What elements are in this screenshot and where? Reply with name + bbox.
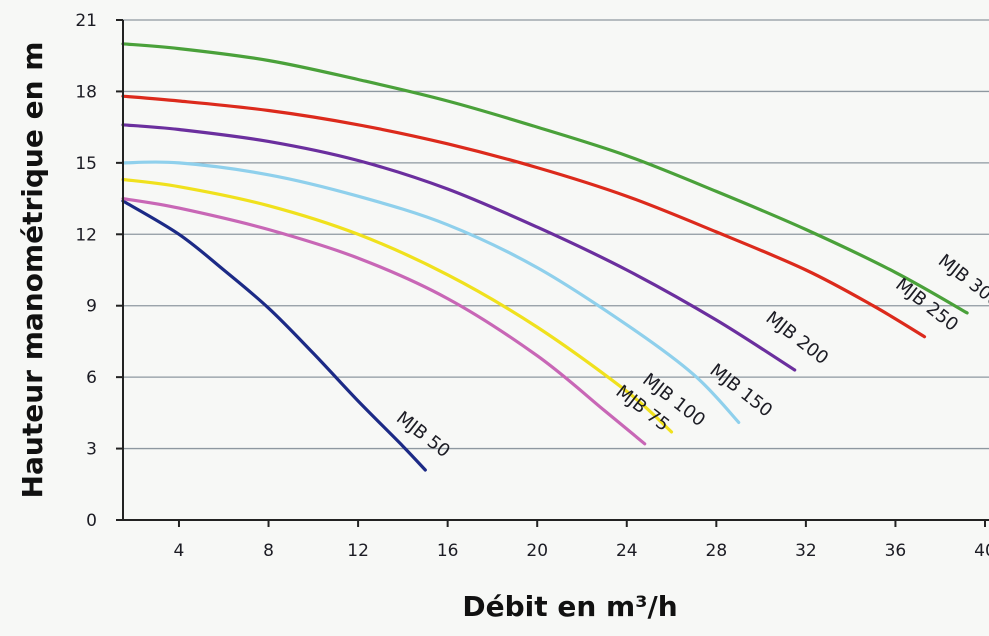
y-tick-label: 3 — [86, 440, 97, 460]
series-line-mjb-300 — [121, 42, 969, 315]
x-tick-label: 8 — [263, 541, 274, 561]
series-label: MJB 50 — [392, 407, 454, 462]
x-tick-label: 24 — [616, 541, 638, 561]
x-tick-labels: 4 8 12 16 20 24 28 32 36 40 — [174, 520, 989, 561]
series-line-mjb-100 — [121, 177, 674, 434]
x-tick-label: 16 — [437, 541, 459, 561]
curves-layer — [121, 42, 969, 472]
y-tick-label: 15 — [75, 154, 97, 174]
series-line-mjb-50 — [121, 199, 427, 472]
x-tick-label: 12 — [347, 541, 369, 561]
x-tick-label: 28 — [706, 541, 728, 561]
y-tick-label: 6 — [86, 368, 97, 388]
x-tick-label: 32 — [795, 541, 817, 561]
series-label: MJB 150 — [706, 360, 777, 422]
x-axis-title: Débit en m³/h — [462, 590, 677, 623]
series-line-mjb-250 — [121, 94, 927, 339]
x-tick-label: 4 — [174, 541, 185, 561]
y-tick-label: 0 — [86, 511, 97, 531]
y-tick-label: 21 — [75, 11, 97, 31]
x-tick-label: 36 — [885, 541, 907, 561]
x-tick-label: 20 — [526, 541, 548, 561]
series-line-mjb-200 — [121, 123, 797, 372]
axes — [122, 20, 989, 521]
y-tick-labels: 0 3 6 9 12 15 18 21 — [75, 11, 123, 531]
x-tick-label: 40 — [974, 541, 989, 561]
y-tick-label: 12 — [75, 225, 97, 245]
series-label: MJB 200 — [762, 307, 833, 369]
series-line-mjb-75 — [121, 197, 647, 446]
y-tick-label: 18 — [75, 82, 97, 102]
y-axis-title: Hauteur manométrique en m — [16, 42, 49, 499]
series-line-mjb-150 — [121, 160, 741, 424]
y-tick-label: 9 — [86, 297, 97, 317]
